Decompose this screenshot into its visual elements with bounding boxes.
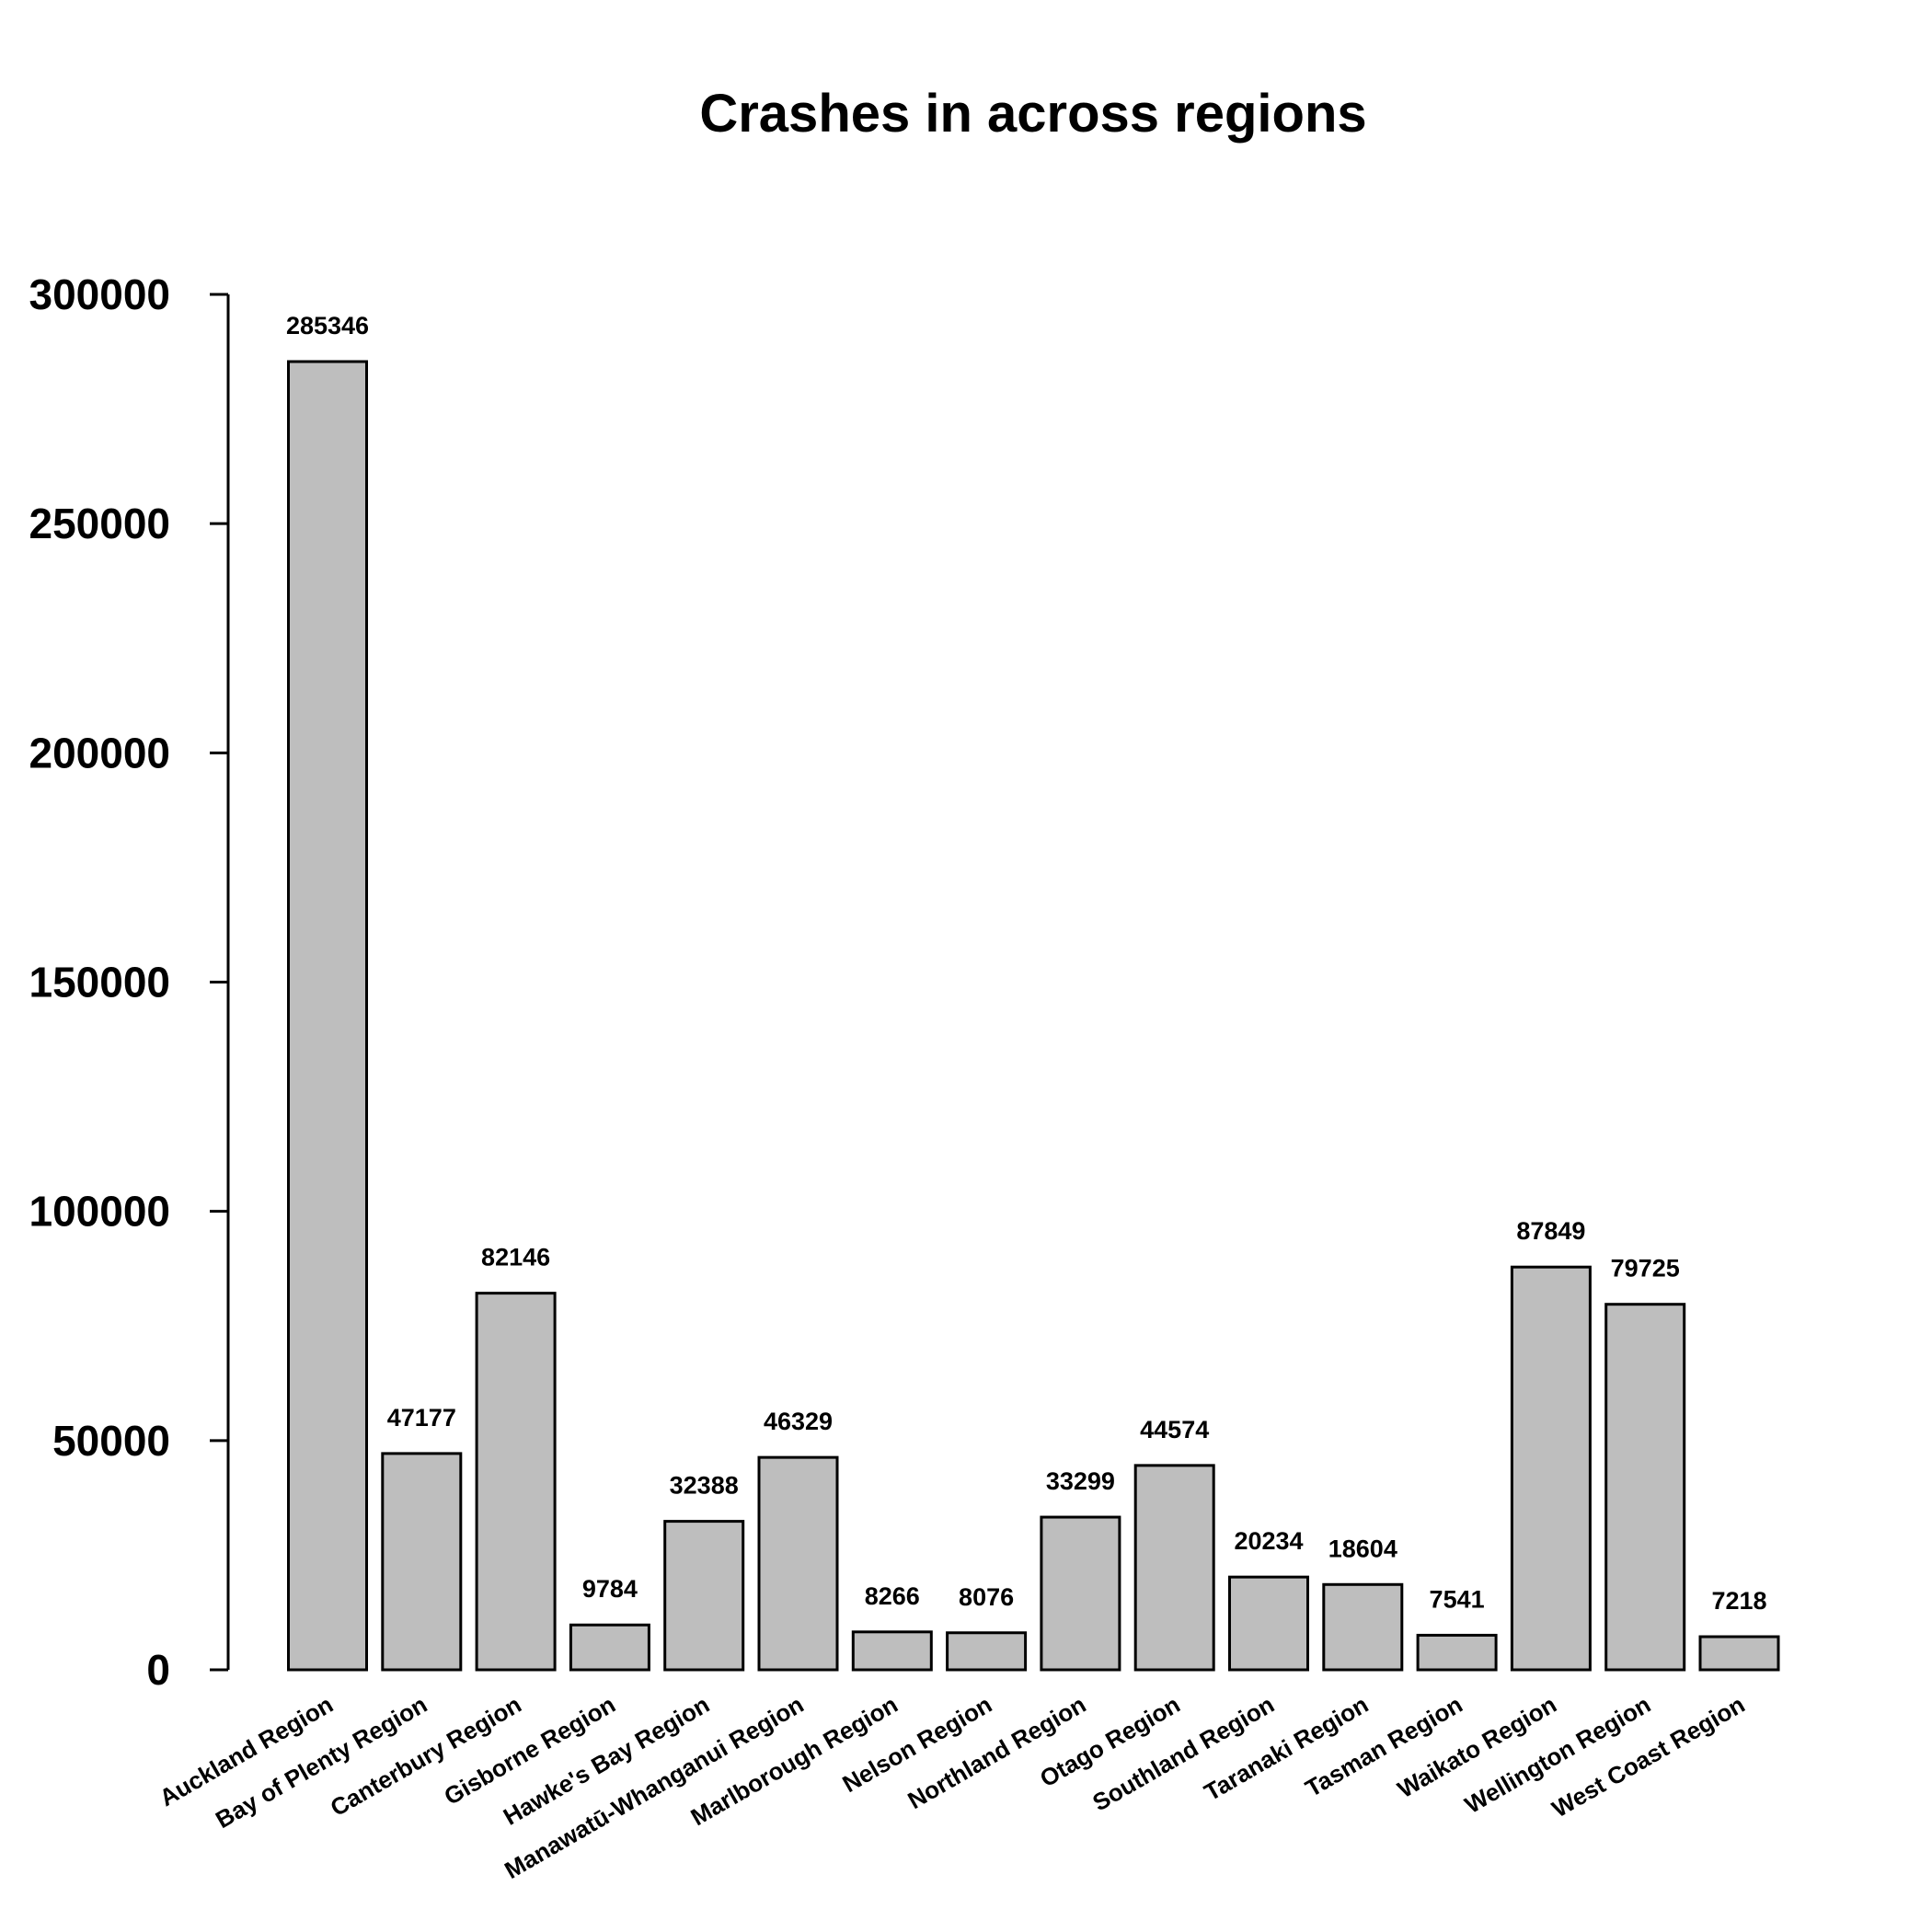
bar <box>1510 1265 1592 1672</box>
bar <box>1322 1582 1404 1672</box>
y-tick-label: 150000 <box>29 959 171 1006</box>
data-label: 47177 <box>387 1404 456 1432</box>
y-tick-label: 250000 <box>29 500 171 547</box>
y-tick-label: 100000 <box>29 1188 171 1236</box>
data-label: 7218 <box>1711 1587 1766 1615</box>
bar <box>1040 1515 1121 1672</box>
data-label: 8076 <box>959 1583 1014 1611</box>
bar <box>1416 1633 1498 1672</box>
bar <box>1698 1635 1780 1672</box>
data-label: 9784 <box>582 1575 638 1603</box>
bar <box>1228 1575 1309 1672</box>
bar <box>1133 1464 1215 1672</box>
chart-title: Crashes in across regions <box>699 84 1366 144</box>
data-label: 7541 <box>1430 1585 1485 1613</box>
y-tick-label: 200000 <box>29 729 171 776</box>
bar <box>569 1623 650 1672</box>
data-label: 46329 <box>764 1408 833 1435</box>
y-tick-label: 0 <box>146 1646 170 1694</box>
x-tick-label: Taranaki Region <box>1200 1690 1374 1806</box>
data-label: 18604 <box>1328 1535 1397 1562</box>
bar <box>1604 1303 1686 1672</box>
bar <box>946 1631 1028 1672</box>
y-tick-label: 50000 <box>52 1417 170 1465</box>
bar <box>663 1520 745 1672</box>
y-axis: 0 50000 100000 150000 200000 250000 300000 <box>29 270 230 1694</box>
data-label: 44574 <box>1140 1416 1209 1443</box>
data-label: 82146 <box>481 1244 550 1271</box>
bars-group <box>287 360 1780 1672</box>
data-label: 20234 <box>1234 1527 1303 1555</box>
data-labels-group: 285346 47177 82146 9784 32388 46329 8266 8076 33… <box>286 312 1767 1615</box>
bar <box>475 1292 557 1672</box>
data-label: 33299 <box>1046 1467 1115 1495</box>
bar <box>851 1630 933 1672</box>
bar <box>287 360 368 1672</box>
data-label: 32388 <box>670 1472 739 1500</box>
x-tick-label: Tasman Region <box>1301 1690 1467 1802</box>
data-label: 79725 <box>1611 1255 1680 1282</box>
data-label: 87849 <box>1516 1217 1585 1245</box>
data-label: 285346 <box>286 312 369 339</box>
y-tick-label: 300000 <box>29 270 171 318</box>
bar <box>757 1455 839 1672</box>
bar <box>381 1452 463 1672</box>
data-label: 8266 <box>865 1582 920 1610</box>
